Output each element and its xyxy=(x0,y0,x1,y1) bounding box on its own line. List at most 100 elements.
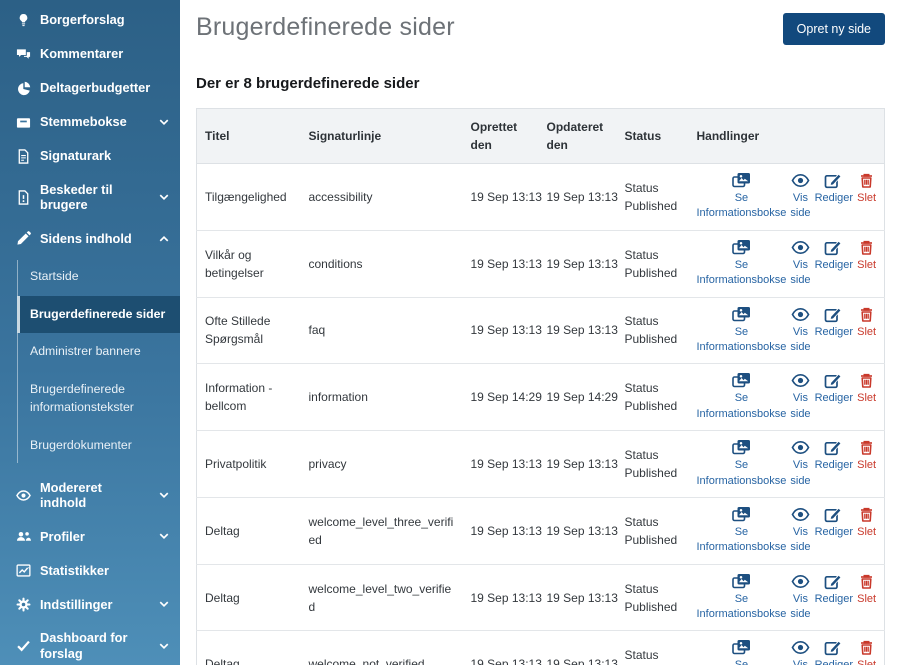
edit-link[interactable]: Rediger xyxy=(815,573,853,607)
status-badge: Published xyxy=(624,466,678,481)
sidebar-subitem-brugerdefinerede-informationstekster[interactable]: Brugerdefinerede informationstekster xyxy=(30,382,134,414)
chevron-down-icon xyxy=(158,191,170,203)
sidebar-subitem-brugerdokumenter[interactable]: Brugerdokumenter xyxy=(30,437,132,452)
view-infoboxes-label: Se Informationsbokse xyxy=(696,392,787,420)
edit-icon xyxy=(824,306,843,323)
cell-titel: Ofte Stillede Spørgsmål xyxy=(196,296,301,364)
sidebar-item-dashboard-for-forslag[interactable]: Dashboard for forslag xyxy=(0,621,180,665)
edit-link[interactable]: Rediger xyxy=(815,639,854,665)
edit-link[interactable]: Rediger xyxy=(815,372,853,406)
status-label: Status xyxy=(624,314,659,329)
table-row: Deltag welcome_not_verified 19 Sep 13:13… xyxy=(196,630,885,665)
cell-opdateret: 19 Sep 14:29 xyxy=(538,363,618,431)
column-status: Status xyxy=(616,108,689,164)
delete-link[interactable]: Slet xyxy=(857,639,876,665)
sidebar-subitem-startside[interactable]: Startside xyxy=(30,268,79,283)
delete-label: Slet xyxy=(857,592,877,605)
edit-link[interactable]: Rediger xyxy=(815,439,853,473)
cell-status: Status Published xyxy=(617,164,689,231)
eye-icon xyxy=(791,439,810,456)
view-infoboxes-link[interactable]: Se Informationsbokse xyxy=(696,573,787,623)
sidebar: Borgerforslag Kommentarer Deltagerbudgette… xyxy=(0,0,180,665)
sidebar-item-statistikker[interactable]: Statistikker xyxy=(0,553,180,587)
view-infoboxes-link[interactable]: Se Informationsbokse xyxy=(697,639,787,665)
sidebar-item-profiler[interactable]: Profiler xyxy=(0,519,180,553)
cell-status: Status Published xyxy=(616,496,689,565)
eye-icon xyxy=(791,306,810,323)
main-content: Brugerdefinerede sider Opret ny side Der… xyxy=(180,0,900,665)
cell-signatur: welcome_level_three_verified xyxy=(300,496,463,565)
view-infoboxes-link[interactable]: Se Informationsbokse xyxy=(696,239,787,289)
view-page-link[interactable]: Vis side xyxy=(790,306,811,356)
images-icon xyxy=(732,172,751,189)
view-infoboxes-link[interactable]: Se Informationsbokse xyxy=(696,372,787,422)
view-infoboxes-link[interactable]: Se Informationsbokse xyxy=(697,506,786,556)
images-icon xyxy=(732,239,751,256)
sidebar-subitem-administrer-bannere[interactable]: Administrer bannere xyxy=(30,344,141,359)
cell-oprettet: 19 Sep 13:13 xyxy=(470,189,542,204)
cell-opdateret: 19 Sep 13:13 xyxy=(546,189,618,204)
view-page-link[interactable]: Vis side xyxy=(790,439,811,489)
status-label: Status xyxy=(624,381,659,396)
view-infoboxes-link[interactable]: Se Informationsbokse xyxy=(697,172,786,222)
pie-chart-icon xyxy=(15,80,31,96)
images-icon xyxy=(732,372,751,389)
chevron-down-icon xyxy=(158,640,170,652)
view-page-label: Vis side xyxy=(790,392,811,420)
delete-link[interactable]: Slet xyxy=(857,506,876,540)
sidebar-item-kommentarer[interactable]: Kommentarer xyxy=(0,37,180,71)
cell-status: Status Published xyxy=(616,296,689,364)
images-icon xyxy=(732,506,751,523)
column-signatur: Signaturlinje xyxy=(300,108,463,164)
edit-icon xyxy=(824,372,843,389)
delete-link[interactable]: Slet xyxy=(857,306,876,340)
sidebar-item-indstillinger[interactable]: Indstillinger xyxy=(0,587,180,621)
cell-signatur: conditions xyxy=(300,229,463,298)
view-page-link[interactable]: Vis side xyxy=(790,372,811,422)
view-infoboxes-link[interactable]: Se Informationsbokse xyxy=(697,306,786,356)
edit-link[interactable]: Rediger xyxy=(815,172,853,206)
view-page-link[interactable]: Vis side xyxy=(790,506,811,556)
gear-icon xyxy=(15,596,31,612)
document-alert-icon xyxy=(15,189,31,205)
view-page-label: Vis side xyxy=(790,258,811,287)
sidebar-item-borgerforslag[interactable]: Borgerforslag xyxy=(0,3,180,37)
table-row: Privatpolitik privacy 19 Sep 13:13 19 Se… xyxy=(196,430,885,498)
edit-link[interactable]: Rediger xyxy=(814,506,854,540)
column-titel: Titel xyxy=(196,108,301,164)
sidebar-item-beskeder-til-brugere[interactable]: Beskeder til brugere xyxy=(0,173,180,222)
delete-link[interactable]: Slet xyxy=(857,172,876,206)
view-page-link[interactable]: Vis side xyxy=(790,573,811,623)
view-infoboxes-label: Se Informationsbokse xyxy=(696,258,787,287)
sidebar-item-stemmebokse[interactable]: Stemmebokse xyxy=(0,105,180,139)
delete-label: Slet xyxy=(857,258,877,271)
edit-link[interactable]: Rediger xyxy=(815,306,853,340)
view-infoboxes-label: Se Informationsbokse xyxy=(696,592,787,621)
trash-icon xyxy=(857,306,876,323)
view-page-link[interactable]: Vis side xyxy=(790,639,810,665)
column-opdateret: Opdateret den xyxy=(538,108,617,164)
delete-link[interactable]: Slet xyxy=(857,573,876,607)
sidebar-item-deltagerbudgetter[interactable]: Deltagerbudgetter xyxy=(0,71,180,105)
delete-link[interactable]: Slet xyxy=(857,239,876,273)
sidebar-item-modereret-indhold[interactable]: Modereret indhold xyxy=(0,471,180,520)
edit-label: Rediger xyxy=(815,658,854,665)
chevron-down-icon xyxy=(158,116,170,128)
sidebar-item-sidens-indhold[interactable]: Sidens indhold xyxy=(0,222,180,256)
delete-label: Slet xyxy=(857,658,876,665)
view-page-link[interactable]: Vis side xyxy=(790,172,811,222)
sidebar-subitem-brugerdefinerede-sider[interactable]: Brugerdefinerede sider xyxy=(17,295,180,334)
view-infoboxes-link[interactable]: Se Informationsbokse xyxy=(697,439,786,489)
edit-label: Rediger xyxy=(814,525,854,538)
delete-link[interactable]: Slet xyxy=(857,372,876,406)
delete-link[interactable]: Slet xyxy=(857,439,876,473)
edit-link[interactable]: Rediger xyxy=(815,239,853,273)
document-icon xyxy=(15,148,31,164)
view-page-link[interactable]: Vis side xyxy=(790,239,811,289)
status-label: Status xyxy=(624,180,659,195)
table-row: Ofte Stillede Spørgsmål faq 19 Sep 13:13… xyxy=(196,296,885,364)
sidebar-item-signaturark[interactable]: Signaturark xyxy=(0,139,180,173)
cell-status: Status Published xyxy=(616,229,689,298)
create-page-button[interactable]: Opret ny side xyxy=(782,13,885,45)
